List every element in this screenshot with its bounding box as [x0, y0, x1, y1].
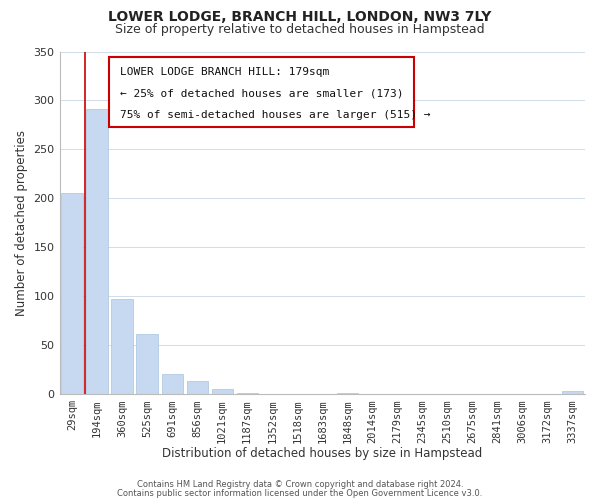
Text: ← 25% of detached houses are smaller (173): ← 25% of detached houses are smaller (17…: [120, 88, 403, 99]
FancyBboxPatch shape: [109, 56, 414, 127]
Bar: [562, 392, 583, 394]
Text: LOWER LODGE, BRANCH HILL, LONDON, NW3 7LY: LOWER LODGE, BRANCH HILL, LONDON, NW3 7L…: [109, 10, 491, 24]
Text: 75% of semi-detached houses are larger (515) →: 75% of semi-detached houses are larger (…: [120, 110, 430, 120]
Y-axis label: Number of detached properties: Number of detached properties: [15, 130, 28, 316]
Bar: [236, 393, 258, 394]
Bar: [187, 382, 208, 394]
Bar: [337, 393, 358, 394]
Bar: [61, 194, 83, 394]
Text: Size of property relative to detached houses in Hampstead: Size of property relative to detached ho…: [115, 22, 485, 36]
Bar: [86, 110, 108, 394]
Bar: [212, 390, 233, 394]
Bar: [136, 334, 158, 394]
Text: Contains public sector information licensed under the Open Government Licence v3: Contains public sector information licen…: [118, 488, 482, 498]
Text: Contains HM Land Registry data © Crown copyright and database right 2024.: Contains HM Land Registry data © Crown c…: [137, 480, 463, 489]
Bar: [112, 299, 133, 394]
X-axis label: Distribution of detached houses by size in Hampstead: Distribution of detached houses by size …: [162, 447, 482, 460]
Text: LOWER LODGE BRANCH HILL: 179sqm: LOWER LODGE BRANCH HILL: 179sqm: [120, 67, 329, 77]
Bar: [161, 374, 183, 394]
